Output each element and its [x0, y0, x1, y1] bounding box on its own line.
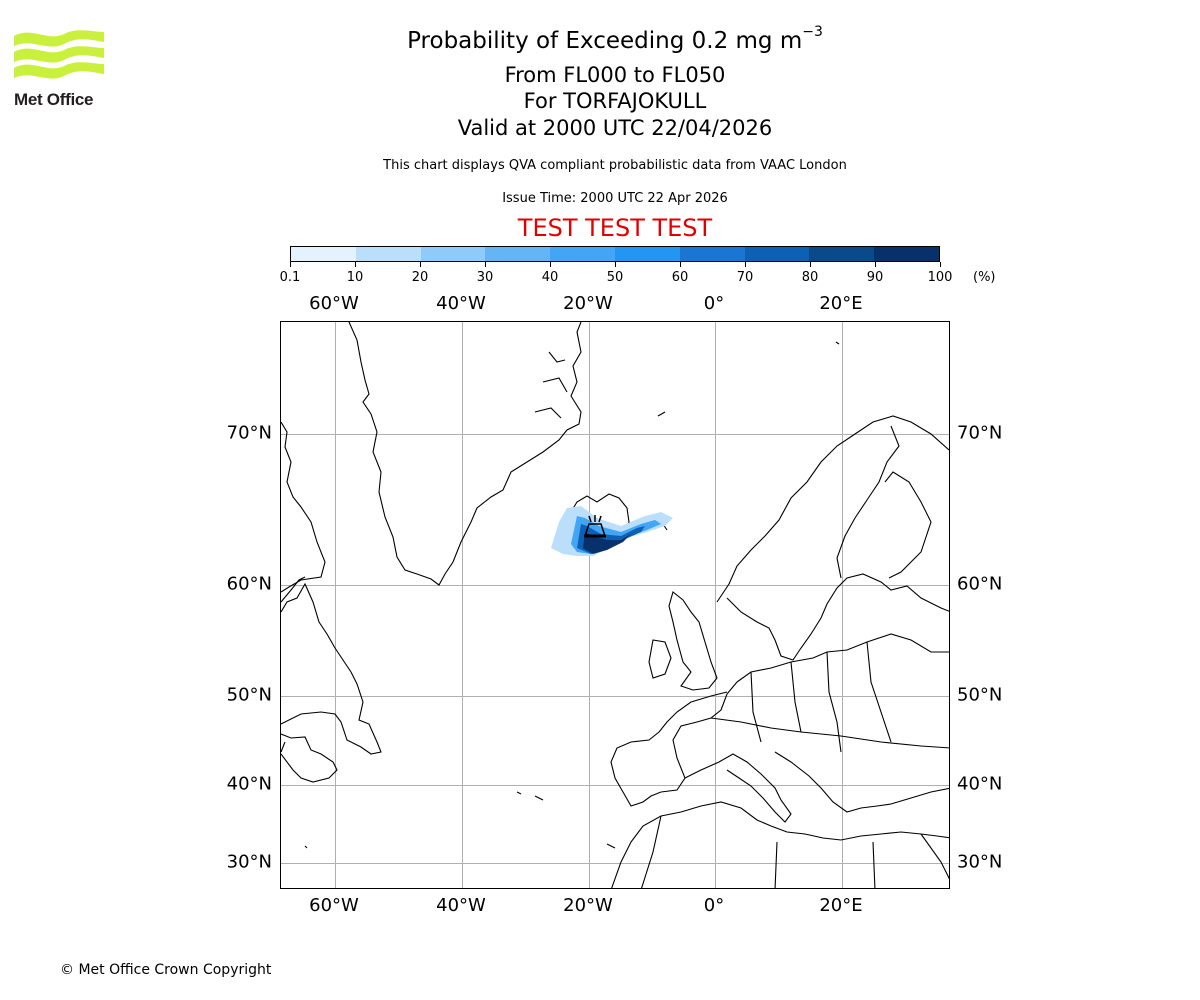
gridline-60n: [281, 585, 949, 586]
x-label-bottom-60w: 60°W: [309, 895, 359, 916]
colorbar-tick-label: 40: [541, 270, 559, 285]
copyright-notice: © Met Office Crown Copyright: [60, 962, 272, 978]
gridline-0: [715, 322, 716, 888]
y-label-right-50n: 50°N: [957, 684, 1003, 706]
gridline-20e: [842, 322, 843, 888]
flight-level-range: From FL000 to FL050: [504, 63, 726, 87]
colorbar-segment: [485, 247, 551, 261]
colorbar-tick-label: 20: [411, 270, 429, 285]
x-label-top-20e: 20°E: [819, 293, 863, 314]
gridline-40n: [281, 785, 949, 786]
colorbar-tick-label: 60: [671, 270, 689, 285]
colorbar-unit: (%): [973, 270, 996, 285]
colorbar-segment: [355, 247, 421, 261]
colorbar-tick: [744, 262, 746, 267]
y-label-left-50n: 50°N: [226, 684, 272, 706]
gridline-50n: [281, 696, 949, 697]
gridline-30n: [281, 863, 949, 864]
issue-time: Issue Time: 2000 UTC 22 Apr 2026: [502, 191, 728, 206]
y-label-left-60n: 60°N: [226, 573, 272, 595]
colorbar-segment: [420, 247, 486, 261]
x-label-top-20w: 20°W: [563, 293, 613, 314]
title-text: Probability of Exceeding 0.2 mg m: [407, 28, 803, 54]
gridline-70n: [281, 434, 949, 435]
x-label-top-0: 0°: [703, 293, 725, 314]
colorbar-segment: [679, 247, 745, 261]
y-label-left-30n: 30°N: [226, 851, 272, 873]
volcano-icon: [583, 515, 607, 538]
colorbar-segment: [614, 247, 680, 261]
colorbar-segment: [809, 247, 875, 261]
colorbar: [290, 246, 940, 262]
map-panel[interactable]: [280, 321, 950, 889]
x-label-bottom-0: 0°: [703, 895, 725, 916]
gridline-40w: [462, 322, 463, 888]
x-label-bottom-40w: 40°W: [436, 895, 486, 916]
subtitle: This chart displays QVA compliant probab…: [383, 158, 847, 173]
colorbar-tick: [289, 262, 291, 267]
y-label-right-70n: 70°N: [957, 422, 1003, 444]
y-label-left-70n: 70°N: [226, 422, 272, 444]
ash-plume: [551, 506, 673, 556]
x-label-bottom-20w: 20°W: [563, 895, 613, 916]
colorbar-tick-label: 10: [346, 270, 364, 285]
y-label-right-40n: 40°N: [957, 773, 1003, 795]
colorbar-segment: [291, 247, 356, 261]
met-office-logo: Met Office: [12, 28, 112, 114]
coastlines: [281, 322, 949, 888]
test-banner: TEST TEST TEST: [517, 214, 713, 242]
colorbar-tick-label: 80: [801, 270, 819, 285]
colorbar-segment: [550, 247, 615, 261]
valid-time: Valid at 2000 UTC 22/04/2026: [457, 116, 773, 140]
waves-icon: [14, 30, 104, 79]
colorbar-segment: [744, 247, 810, 261]
colorbar-tick-label: 90: [866, 270, 884, 285]
colorbar-tick-label: 50: [606, 270, 624, 285]
colorbar-tick: [419, 262, 421, 267]
y-label-left-40n: 40°N: [226, 773, 272, 795]
colorbar-tick: [679, 262, 681, 267]
colorbar-tick: [614, 262, 616, 267]
colorbar-tick: [939, 262, 941, 267]
colorbar-segment: [874, 247, 939, 261]
volcano-name: For TORFAJOKULL: [523, 89, 707, 113]
colorbar-tick-label: 100: [927, 270, 953, 285]
gridline-20w: [589, 322, 590, 888]
y-label-right-30n: 30°N: [957, 851, 1003, 873]
y-label-right-60n: 60°N: [957, 573, 1003, 595]
x-label-top-60w: 60°W: [309, 293, 359, 314]
colorbar-tick: [874, 262, 876, 267]
gridline-60w: [335, 322, 336, 888]
colorbar-tick: [484, 262, 486, 267]
colorbar-tick: [549, 262, 551, 267]
colorbar-tick-label: 0.1: [279, 270, 301, 285]
title-superscript: −3: [802, 24, 823, 40]
colorbar-tick-label: 70: [736, 270, 754, 285]
colorbar-tick: [809, 262, 811, 267]
x-label-bottom-20e: 20°E: [819, 895, 863, 916]
logo-text: Met Office: [14, 90, 94, 109]
x-label-top-40w: 40°W: [436, 293, 486, 314]
colorbar-tick: [354, 262, 356, 267]
colorbar-tick-label: 30: [476, 270, 494, 285]
chart-title: Probability of Exceeding 0.2 mg m−3: [0, 24, 1200, 54]
